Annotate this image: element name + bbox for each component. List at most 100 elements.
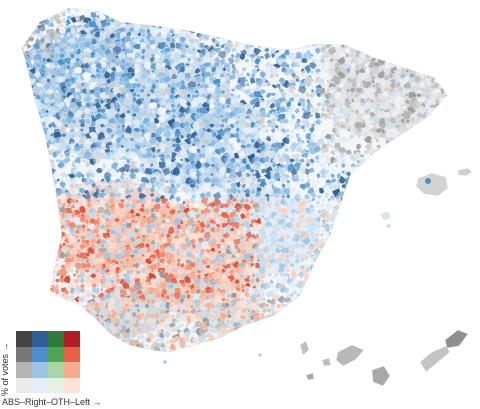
municipality-2871 — [14, 168, 20, 175]
municipality-553 — [171, 32, 176, 38]
municipality-1124 — [411, 60, 421, 70]
municipality-2783 — [443, 159, 447, 165]
municipality-156 — [358, 9, 365, 15]
municipality-3564 — [435, 205, 442, 210]
municipality-3206 — [384, 182, 394, 191]
municipality-131 — [236, 10, 241, 15]
municipality-4076 — [384, 233, 393, 240]
municipality-2778 — [421, 157, 427, 163]
municipality-953 — [430, 55, 436, 60]
municipality-881 — [69, 53, 75, 59]
municipality-2697 — [12, 157, 21, 165]
municipality-1303 — [439, 72, 447, 82]
municipality-348 — [16, 24, 22, 31]
municipality-204 — [163, 12, 172, 19]
municipality-4006 — [34, 232, 43, 242]
municipality-2687 — [399, 153, 405, 161]
municipality-817 — [186, 48, 192, 53]
municipality-1450 — [305, 82, 313, 88]
municipality-313 — [274, 15, 283, 26]
municipality-962 — [41, 56, 47, 63]
municipality-1041 — [435, 58, 441, 65]
municipality-2083 — [423, 116, 434, 127]
municipality-70 — [365, 8, 374, 11]
municipality-4761 — [330, 272, 334, 277]
municipality-4769 — [369, 271, 377, 280]
municipality-3826 — [438, 216, 446, 226]
municipality-1032 — [389, 55, 398, 64]
municipality-2348 — [446, 132, 447, 140]
municipality-586 — [334, 32, 341, 39]
municipality-3567 — [14, 206, 21, 215]
municipality-3927 — [75, 229, 80, 235]
municipality-381 — [180, 24, 187, 29]
municipality-2856 — [377, 162, 382, 168]
municipality-4412 — [324, 252, 333, 262]
municipality-2688 — [403, 151, 410, 159]
municipality-869 — [443, 47, 447, 53]
municipality-1322 — [101, 79, 106, 85]
municipality-3726 — [373, 211, 380, 219]
municipality-937 — [348, 52, 356, 58]
municipality-231 — [300, 12, 305, 17]
municipality-3821 — [414, 218, 422, 227]
municipality-3563 — [429, 203, 438, 212]
municipality-4851 — [343, 277, 351, 285]
municipality-117 — [166, 9, 171, 14]
municipality-4074 — [375, 231, 382, 238]
municipality-37 — [198, 8, 206, 11]
municipality-4686 — [390, 267, 397, 274]
municipality-1352 — [249, 76, 256, 85]
municipality-3569 — [23, 208, 31, 214]
municipality-2525 — [27, 148, 33, 153]
municipality-472 — [200, 29, 205, 34]
municipality-66 — [345, 8, 354, 11]
municipality-392 — [234, 23, 240, 29]
municipality-921 — [270, 52, 276, 59]
municipality-1203 — [374, 69, 380, 75]
municipality-4852 — [348, 276, 358, 285]
municipality-591 — [358, 31, 368, 40]
municipality-504 — [359, 30, 365, 35]
municipality-4093 — [35, 238, 41, 244]
municipality-3979 — [335, 228, 340, 233]
municipality-4875 — [28, 281, 37, 291]
municipality-1523 — [234, 89, 241, 94]
municipality-2436 — [15, 142, 21, 148]
municipality-216 — [224, 14, 232, 21]
municipality-4425 — [391, 253, 397, 259]
municipality-1176 — [241, 66, 247, 73]
municipality-3809 — [352, 215, 363, 224]
municipality-736 — [215, 43, 221, 48]
municipality-1103 — [308, 61, 318, 70]
municipality-196 — [124, 10, 133, 21]
municipality-2514 — [406, 144, 410, 149]
municipality-2615 — [39, 153, 46, 160]
municipality-2685 — [388, 153, 396, 162]
municipality-4091 — [23, 236, 31, 245]
municipality-4957 — [438, 282, 447, 290]
municipality-904 — [185, 53, 191, 58]
municipality-2702 — [38, 156, 45, 164]
municipality-194 — [114, 12, 122, 21]
municipality-794 — [69, 48, 75, 53]
municipality-2779 — [423, 155, 431, 164]
municipality-4584 — [313, 261, 323, 269]
municipality-3985 — [364, 227, 372, 234]
municipality-3660 — [46, 214, 52, 219]
municipality-3806 — [338, 216, 348, 223]
municipality-568 — [244, 33, 249, 38]
municipality-1330 — [139, 77, 147, 83]
municipality-500 — [342, 29, 347, 34]
municipality-4005 — [29, 233, 35, 239]
municipality-992 — [189, 59, 195, 64]
municipality-195 — [118, 13, 126, 21]
municipality-519 — [436, 27, 441, 35]
municipality-431 — [429, 20, 438, 30]
municipality-2433 — [436, 137, 442, 143]
municipality-2858 — [384, 162, 390, 167]
municipality-2004 — [28, 115, 37, 126]
municipality-3908 — [411, 222, 422, 232]
municipality-140 — [281, 9, 287, 14]
municipality-48 — [256, 8, 261, 9]
